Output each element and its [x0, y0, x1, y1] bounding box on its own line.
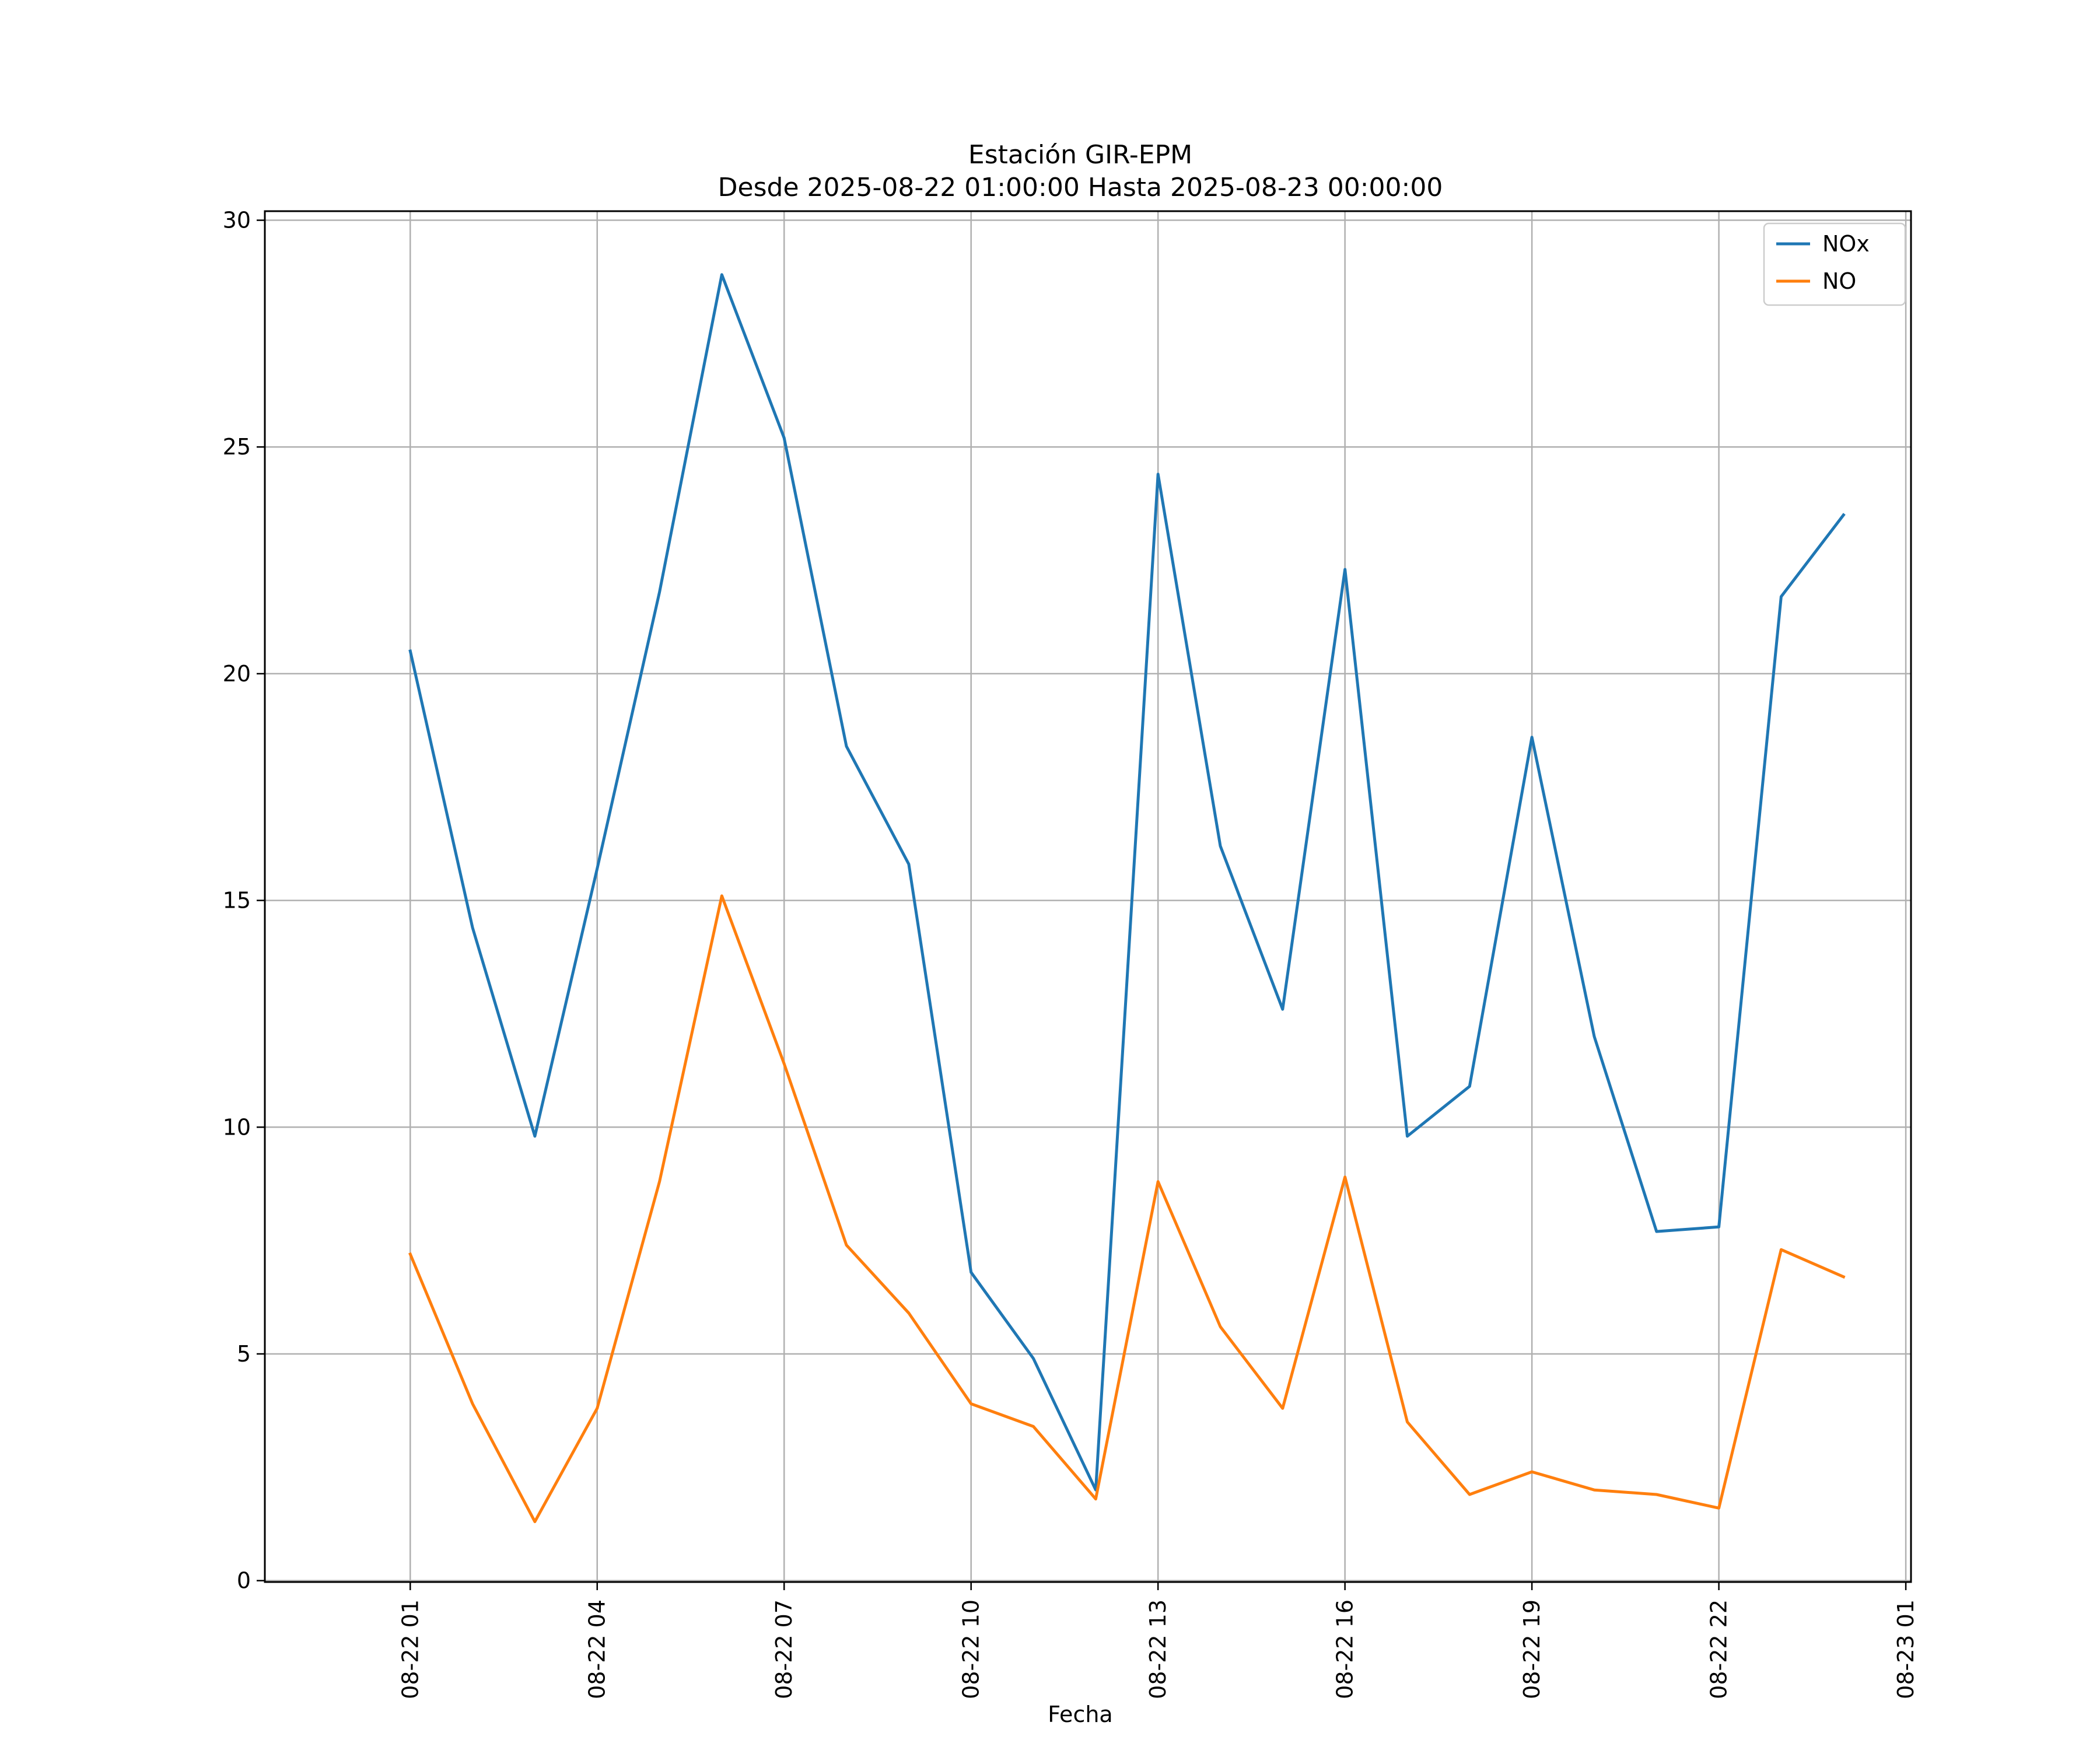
x-tick-label: 08-22 16	[1332, 1600, 1358, 1699]
plot-frame	[264, 210, 1912, 1583]
x-tick-label: 08-22 13	[1145, 1600, 1171, 1699]
x-axis-label: Fecha	[1048, 1702, 1112, 1727]
y-tick-label: 10	[223, 1114, 251, 1140]
y-tick-label: 5	[237, 1341, 251, 1367]
x-tick-label: 08-22 10	[958, 1600, 984, 1699]
y-tick-label: 15	[223, 888, 251, 914]
x-tick-label: 08-22 04	[584, 1600, 610, 1699]
series-line-no	[408, 894, 1846, 1524]
y-tick-label: 25	[223, 434, 251, 460]
chart-title: Estación GIR-EPM	[968, 140, 1192, 170]
y-tick-label: 0	[237, 1568, 251, 1594]
x-tick-label: 08-22 22	[1706, 1600, 1732, 1699]
legend: NOx NO	[1763, 222, 1906, 306]
series-line-nox	[408, 273, 1846, 1492]
legend-label-nox: NOx	[1822, 231, 1870, 257]
grid	[265, 211, 1911, 1582]
chart-subtitle: Desde 2025-08-22 01:00:00 Hasta 2025-08-…	[718, 173, 1443, 202]
legend-label-no: NO	[1822, 268, 1856, 294]
x-tick-label: 08-22 19	[1519, 1600, 1545, 1699]
x-tick-label: 08-22 01	[397, 1600, 423, 1699]
y-tick-label: 30	[223, 208, 251, 233]
y-tick-label: 20	[223, 661, 251, 687]
x-tick-label: 08-23 01	[1893, 1600, 1919, 1699]
series-lines	[408, 273, 1846, 1524]
x-tick-label: 08-22 07	[771, 1600, 797, 1699]
axis-ticks: 0 5 10 15 20 25 30 08-22 01 08-22 04 08-22 07 08-2…	[223, 208, 1919, 1699]
